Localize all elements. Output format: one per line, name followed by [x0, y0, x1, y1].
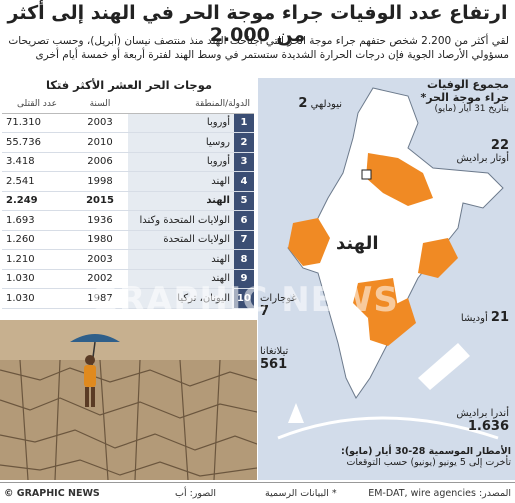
cell-year: 1936 — [72, 210, 128, 231]
header-country: الدولة/المنطقة — [128, 96, 254, 114]
drought-photo — [0, 320, 257, 480]
header-deaths: عدد القتلى — [2, 96, 72, 114]
cell-deaths: 2.541 — [2, 171, 72, 192]
monsoon-note: الأمطار الموسمية 28-30 أيار (مايو): تأخر… — [341, 446, 511, 468]
table-row: 1.030 1987 اليونان، تركيا 10 — [2, 288, 254, 309]
cell-year: 1980 — [72, 230, 128, 250]
cell-rank: 7 — [234, 230, 254, 250]
cell-rank: 6 — [234, 210, 254, 231]
cell-deaths: 1.210 — [2, 249, 72, 270]
footer: المصدر: EM-DAT, wire agencies * البيانات… — [0, 482, 515, 503]
table-row: 71.310 2003 أوروبا 1 — [2, 113, 254, 133]
cell-country: اليونان، تركيا — [128, 288, 234, 309]
table-row: 2.249 2015 الهند 5 — [2, 191, 254, 211]
cell-country: روسيا — [128, 132, 234, 153]
person-figure — [70, 334, 120, 407]
region-uttar-pradesh: 22 أوتار براديش — [456, 138, 509, 164]
source-text: المصدر: EM-DAT, wire agencies — [368, 488, 511, 499]
table-header-row: عدد القتلى السنة الدولة/المنطقة — [2, 96, 254, 114]
cell-deaths: 1.260 — [2, 230, 72, 250]
map-heading: مجموع الوفيات جراء موجة الحر* بتاريخ 31 … — [420, 78, 509, 114]
cell-rank: 3 — [234, 152, 254, 172]
cell-rank: 1 — [234, 113, 254, 133]
heatwave-table: عدد القتلى السنة الدولة/المنطقة 71.310 20… — [2, 96, 254, 309]
cell-country: أوروبا — [128, 152, 234, 172]
footnote-text: * البيانات الرسمية — [265, 488, 337, 499]
cell-country: الولايات المتحدة — [128, 230, 234, 250]
cell-deaths: 2.249 — [2, 191, 72, 211]
table-row: 2.541 1998 الهند 4 — [2, 171, 254, 192]
cell-rank: 10 — [234, 288, 254, 309]
region-telangana: تيلانغانا 561 — [260, 346, 289, 372]
table-row: 1.260 1980 الولايات المتحدة 7 — [2, 230, 254, 250]
table-row: 1.693 1936 الولايات المتحدة وكندا 6 — [2, 210, 254, 231]
cell-rank: 9 — [234, 269, 254, 289]
cell-year: 2006 — [72, 152, 128, 172]
cell-rank: 2 — [234, 132, 254, 153]
page-title: ارتفاع عدد الوفيات جراء موجة الحر في اله… — [7, 2, 508, 46]
cell-year: 1987 — [72, 288, 128, 309]
cell-year: 2002 — [72, 269, 128, 289]
cell-year: 2015 — [72, 191, 128, 211]
region-andhra-pradesh: أندرا براديش 1.636 — [456, 408, 509, 434]
india-map-graphic — [277, 87, 504, 440]
table-title: موجات الحر العشر الأكثر فتكا — [45, 78, 213, 92]
table-row: 1.210 2003 الهند 8 — [2, 249, 254, 270]
cell-country: أوروبا — [128, 113, 234, 133]
table-row: 55.736 2010 روسيا 2 — [2, 132, 254, 153]
cell-year: 2003 — [72, 249, 128, 270]
cell-deaths: 71.310 — [2, 113, 72, 133]
cell-country: الهند — [128, 191, 234, 211]
cell-deaths: 1.693 — [2, 210, 72, 231]
region-odisha: 21 أوديشا — [460, 310, 509, 325]
cell-deaths: 1.030 — [2, 269, 72, 289]
cell-rank: 8 — [234, 249, 254, 270]
cell-year: 1998 — [72, 171, 128, 192]
brand-text: © GRAPHIC NEWS — [4, 488, 100, 499]
cell-year: 2010 — [72, 132, 128, 153]
header-year: السنة — [72, 96, 128, 114]
region-newdelhi: نيودلهي 2 — [298, 96, 342, 111]
cracked-earth-image — [0, 320, 257, 480]
cell-rank: 5 — [234, 191, 254, 211]
cell-rank: 4 — [234, 171, 254, 192]
cell-year: 2003 — [72, 113, 128, 133]
region-gujarat: غوجارات 7 — [260, 293, 297, 319]
cell-deaths: 3.418 — [2, 152, 72, 172]
cell-deaths: 55.736 — [2, 132, 72, 153]
cell-country: الهند — [128, 249, 234, 270]
cell-country: الولايات المتحدة وكندا — [128, 210, 234, 231]
intro-text: لقي أكثر من 2.200 شخص حتفهم جراء موجة ال… — [8, 35, 509, 61]
photo-credit: الصور: أب — [175, 488, 217, 499]
cell-country: الهند — [128, 269, 234, 289]
cell-country: الهند — [128, 171, 234, 192]
table-row: 3.418 2006 أوروبا 3 — [2, 152, 254, 172]
table-row: 1.030 2002 الهند 9 — [2, 269, 254, 289]
country-label: الهند — [336, 233, 379, 254]
india-map: مجموع الوفيات جراء موجة الحر* بتاريخ 31 … — [258, 78, 515, 480]
cell-deaths: 1.030 — [2, 288, 72, 309]
